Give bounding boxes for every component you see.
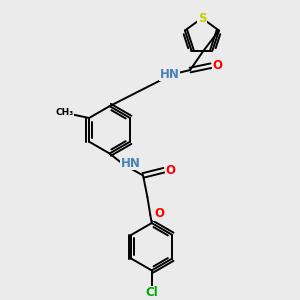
Text: HN: HN xyxy=(121,157,141,169)
Text: S: S xyxy=(198,12,206,25)
Text: HN: HN xyxy=(160,68,180,81)
Text: Cl: Cl xyxy=(146,286,158,299)
Text: CH₃: CH₃ xyxy=(56,108,74,117)
Text: O: O xyxy=(165,164,175,177)
Text: O: O xyxy=(154,207,164,220)
Text: O: O xyxy=(212,59,222,72)
